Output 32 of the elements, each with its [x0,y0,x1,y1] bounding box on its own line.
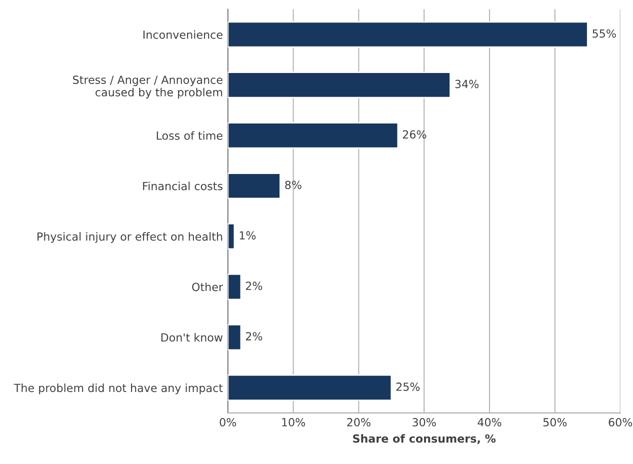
bar [228,223,236,250]
bar [228,72,451,98]
bar [228,21,588,48]
x-tick-label: 40% [478,418,502,426]
y-tick-label: Don't know [161,333,223,342]
bar [228,172,281,200]
data-label: 1% [240,231,256,240]
data-label: 25% [396,382,420,391]
y-tick-label: Inconvenience [143,30,222,39]
x-tick-label: 60% [608,418,632,426]
y-tick-label: The problem did not have any impact [14,384,223,394]
y-tick-label: Loss of time [156,131,222,140]
data-label: 8% [285,180,302,190]
x-tick-label: 50% [543,418,567,426]
bar [228,274,242,300]
y-tick-label: Stress / Anger / Annoyance caused by the problem [73,76,222,99]
data-label: 34% [455,80,479,88]
bar [228,122,399,149]
x-axis-title: Share of consumers, % [353,434,496,444]
data-label: 55% [592,29,616,38]
x-tick-label: 10% [282,418,306,426]
x-tick-label: 30% [412,418,436,426]
data-label: 2% [246,332,262,340]
data-label: 2% [246,282,262,290]
data-label: 26% [402,130,426,139]
x-tick-label: 20% [347,418,370,426]
y-tick-label: Other [192,282,224,292]
bar [228,324,242,351]
y-tick-label: Physical injury or effect on health [38,232,222,243]
x-tick-label: 0% [220,418,236,426]
bar [228,374,392,402]
y-tick-label: Financial costs [143,182,222,190]
